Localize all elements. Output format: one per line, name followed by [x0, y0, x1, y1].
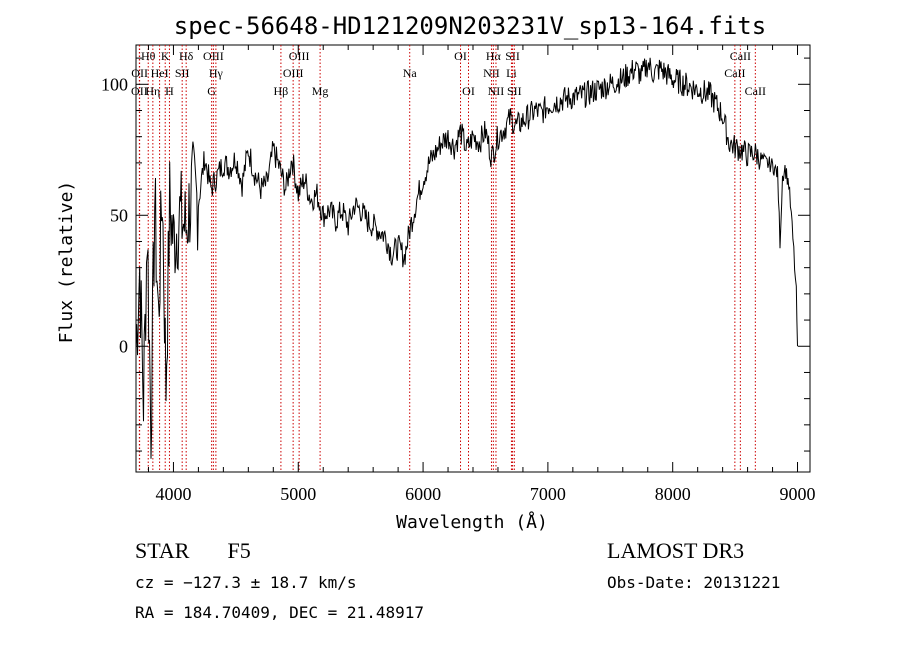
- object-class: STAR: [135, 538, 190, 563]
- spectrum-series: [135, 57, 798, 459]
- x-axis-ticks: 4000 5000 6000 7000 8000 9000: [147, 45, 816, 504]
- line-marker-label: Na: [403, 66, 418, 80]
- x-tick-label: 7000: [530, 484, 566, 504]
- x-tick-label: 9000: [780, 484, 816, 504]
- classification: STAR F5: [135, 538, 251, 564]
- y-axis-label: Flux (relative): [56, 181, 77, 344]
- x-axis-label: Wavelength (Å): [396, 511, 548, 533]
- object-subclass: F5: [227, 538, 251, 563]
- coordinates-line: RA = 184.70409, DEC = 21.48917: [135, 603, 424, 622]
- chart-title: spec-56648-HD121209N203231V_sp13-164.fit…: [174, 12, 766, 40]
- spectral-line-markers: HθOIIOIIHηHeIKHSIIHδGOIIIHγHβOIIIOIIIMgN…: [131, 45, 766, 472]
- obs-date-line: Obs-Date: 20131221: [607, 573, 781, 592]
- line-marker-label: Li: [506, 66, 517, 80]
- line-marker-label: OIII: [203, 49, 224, 63]
- line-marker-label: H: [165, 84, 174, 98]
- x-tick-label: 5000: [280, 484, 316, 504]
- x-tick-label: 4000: [155, 484, 191, 504]
- spectrum-line: [135, 57, 798, 459]
- line-marker-label: OIII: [283, 66, 304, 80]
- line-marker-label: Hγ: [209, 66, 224, 80]
- line-marker-label: OI: [462, 84, 475, 98]
- line-marker-label: SII: [175, 66, 190, 80]
- y-tick-label: 100: [101, 74, 128, 94]
- line-marker-label: G: [207, 84, 216, 98]
- redshift-line: cz = −127.3 ± 18.7 km/s: [135, 573, 357, 592]
- line-marker-label: NII: [488, 84, 505, 98]
- line-marker-label: Hθ: [141, 49, 156, 63]
- line-marker-label: Hβ: [274, 84, 289, 98]
- line-marker-label: SII: [505, 49, 520, 63]
- line-marker-label: OII: [131, 66, 148, 80]
- line-marker-label: Hα: [486, 49, 502, 63]
- spectrum-chart: spec-56648-HD121209N203231V_sp13-164.fit…: [56, 12, 816, 533]
- plot-frame: [135, 44, 811, 473]
- survey-name: LAMOST DR3: [607, 538, 745, 563]
- y-axis-ticks: 0 50 100: [101, 57, 810, 452]
- line-marker-label: CaII: [724, 66, 745, 80]
- y-tick-label: 50: [110, 205, 128, 225]
- line-marker-label: K: [161, 49, 170, 63]
- x-tick-label: 6000: [405, 484, 441, 504]
- line-marker-label: CaII: [730, 49, 751, 63]
- line-marker-label: CaII: [745, 84, 766, 98]
- line-marker-label: NII: [483, 66, 500, 80]
- line-marker-label: SII: [507, 84, 522, 98]
- line-marker-label: Hη: [145, 84, 160, 98]
- line-marker-label: OIII: [289, 49, 310, 63]
- y-tick-label: 0: [119, 336, 128, 356]
- line-marker-label: HeI: [151, 66, 169, 80]
- line-marker-label: OI: [454, 49, 467, 63]
- line-marker-label: Hδ: [179, 49, 194, 63]
- x-tick-label: 8000: [655, 484, 691, 504]
- line-marker-label: Mg: [312, 84, 329, 98]
